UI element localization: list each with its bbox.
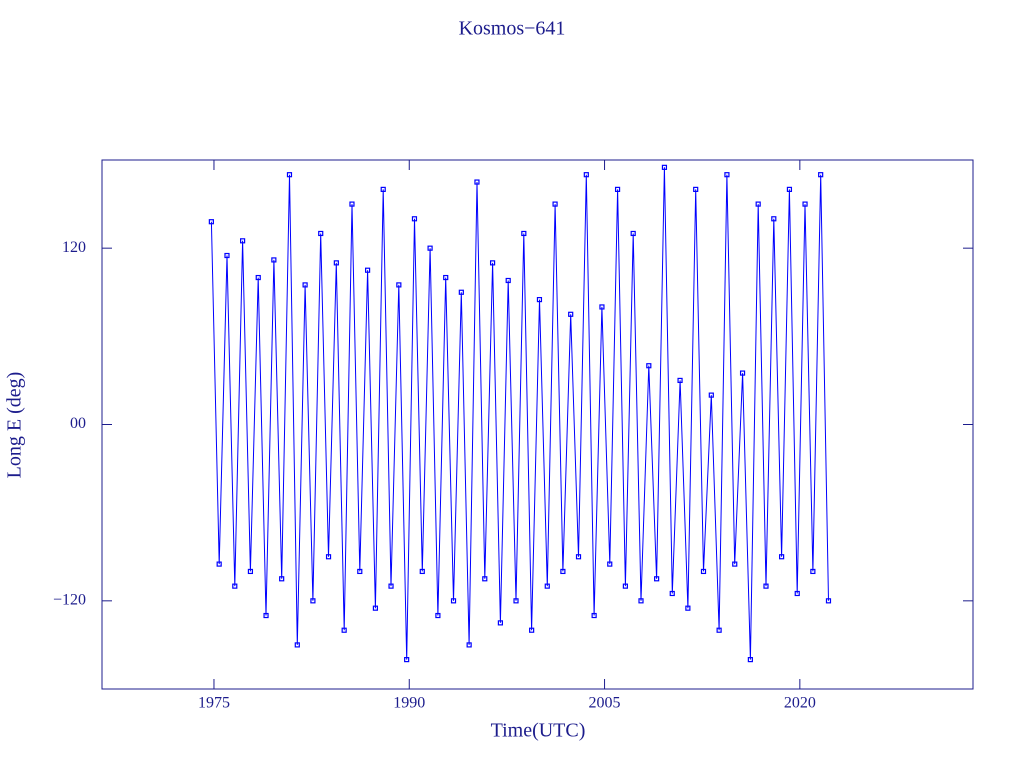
data-point bbox=[404, 657, 410, 663]
data-point bbox=[310, 598, 316, 604]
data-point bbox=[427, 245, 433, 251]
data-point bbox=[255, 274, 261, 281]
data-point bbox=[732, 561, 738, 567]
data-point bbox=[474, 179, 480, 185]
x-tick-label: 2020 bbox=[784, 695, 816, 712]
data-point bbox=[630, 230, 636, 237]
data-point bbox=[661, 164, 668, 170]
x-tick-label: 1975 bbox=[198, 695, 230, 712]
plot-frame bbox=[101, 159, 974, 690]
y-tick-label: 00 bbox=[70, 415, 86, 432]
data-point bbox=[560, 568, 566, 575]
data-point bbox=[396, 282, 402, 288]
data-point bbox=[583, 172, 589, 178]
data-point bbox=[224, 252, 230, 259]
data-point bbox=[693, 186, 699, 192]
data-point bbox=[810, 568, 816, 575]
data-point bbox=[208, 219, 214, 225]
data-point bbox=[614, 186, 621, 192]
data-point bbox=[349, 201, 355, 207]
data-point bbox=[458, 289, 464, 295]
data-point bbox=[575, 554, 582, 560]
data-point bbox=[568, 311, 574, 317]
data-point bbox=[654, 576, 660, 582]
data-point bbox=[599, 304, 605, 310]
data-point bbox=[388, 583, 394, 589]
data-point bbox=[607, 561, 613, 567]
data-point bbox=[286, 172, 293, 178]
x-tick-label: 1990 bbox=[393, 695, 425, 712]
data-point bbox=[240, 238, 246, 244]
data-point bbox=[279, 576, 285, 582]
data-point bbox=[411, 216, 418, 222]
data-point bbox=[482, 576, 488, 582]
data-point bbox=[333, 260, 339, 266]
data-point bbox=[247, 568, 254, 575]
data-point bbox=[325, 554, 332, 560]
data-point bbox=[669, 590, 675, 597]
data-point bbox=[505, 277, 511, 284]
data-point bbox=[536, 296, 543, 303]
data-point bbox=[529, 627, 535, 633]
data-point bbox=[513, 598, 519, 604]
data-point bbox=[552, 201, 558, 207]
data-point bbox=[380, 186, 386, 192]
data-point bbox=[466, 642, 472, 648]
data-point bbox=[755, 201, 761, 207]
data-point bbox=[685, 605, 691, 611]
data-point bbox=[622, 583, 628, 589]
x-tick-label: 2005 bbox=[589, 695, 621, 712]
data-point bbox=[435, 612, 441, 619]
data-point bbox=[716, 627, 722, 633]
data-point bbox=[450, 598, 457, 604]
data-point bbox=[786, 186, 793, 192]
data-point bbox=[771, 216, 777, 222]
data-point bbox=[364, 267, 371, 273]
data-point bbox=[232, 583, 238, 589]
data-point bbox=[646, 363, 652, 369]
data-point bbox=[763, 583, 769, 589]
data-point bbox=[318, 230, 324, 237]
data-point bbox=[372, 605, 379, 611]
data-point bbox=[779, 554, 785, 560]
data-point bbox=[638, 598, 644, 604]
x-axis-label: Time(UTC) bbox=[491, 720, 586, 742]
data-point bbox=[521, 230, 527, 237]
data-point bbox=[489, 260, 496, 266]
data-point bbox=[818, 172, 824, 178]
y-tick-label: −120 bbox=[53, 592, 86, 609]
data-point bbox=[544, 583, 550, 589]
data-point bbox=[497, 620, 503, 626]
data-point bbox=[443, 274, 449, 281]
data-point bbox=[794, 590, 800, 597]
data-point bbox=[341, 627, 347, 633]
data-point bbox=[708, 392, 714, 398]
data-point bbox=[591, 612, 597, 619]
data-point bbox=[263, 612, 269, 619]
data-point bbox=[294, 642, 300, 648]
data-point bbox=[216, 561, 222, 567]
data-point bbox=[700, 568, 707, 575]
data-point bbox=[825, 598, 832, 604]
y-axis-label: Long E (deg) bbox=[4, 372, 26, 479]
data-point bbox=[357, 568, 363, 575]
data-point bbox=[271, 257, 277, 263]
data-point bbox=[802, 201, 808, 207]
data-point bbox=[739, 370, 746, 376]
y-tick-label: 120 bbox=[62, 239, 86, 256]
data-line bbox=[210, 167, 829, 660]
data-point bbox=[419, 568, 425, 575]
data-point bbox=[747, 657, 753, 663]
data-point bbox=[724, 172, 730, 178]
data-point bbox=[302, 282, 308, 288]
chart-title: Kosmos−641 bbox=[459, 18, 566, 40]
data-point bbox=[677, 377, 683, 384]
